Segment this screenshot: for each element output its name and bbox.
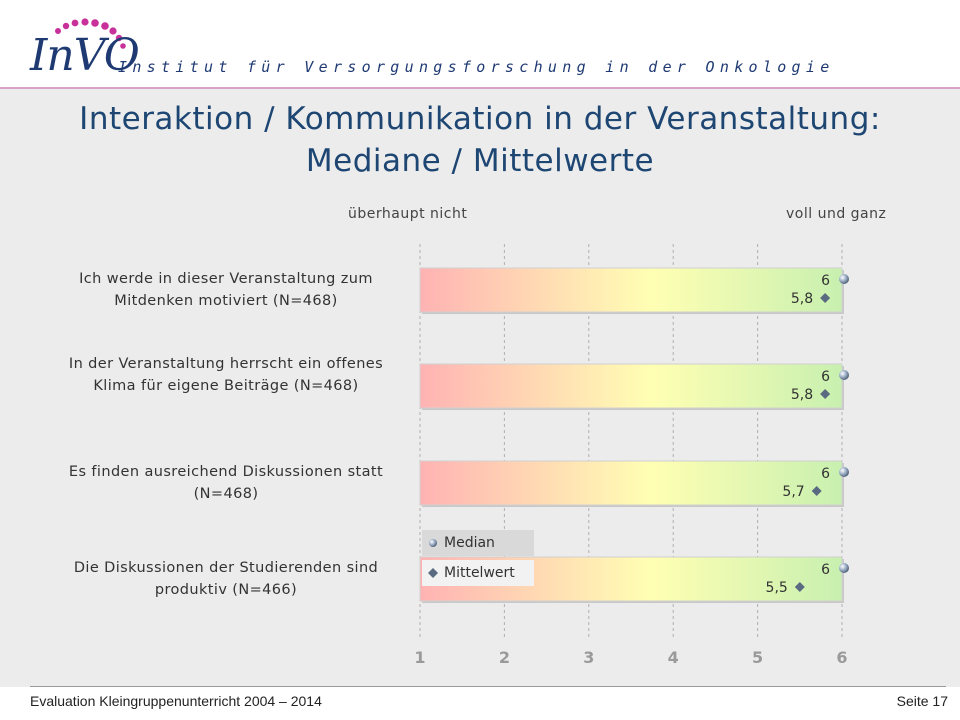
page-number: Seite 17 [896,693,948,709]
logo-dots-icon [55,18,126,49]
scale-label-right: voll und ganz [786,206,887,222]
mean-marker [820,293,831,303]
x-tick-label: 6 [836,648,847,667]
median-label: 6 [821,369,830,385]
bar-row: 65,8 [419,363,849,410]
row-label: Die Diskussionen der Studierenden sind p… [73,560,379,598]
row-label: In der Veranstaltung herrscht ein offene… [68,356,384,394]
bar [419,363,843,409]
scale-label-left: überhaupt nicht [348,206,468,222]
x-axis-ticks: 1 2 3 4 5 6 [414,648,847,667]
mean-marker [794,582,805,592]
median-label: 6 [821,466,830,482]
chart-legend: Median Mittelwert [422,530,534,586]
logo-tagline: Institut für Versorgungsforschung in der… [118,58,835,76]
diamond-marker-icon [428,568,438,578]
legend-label: Mittelwert [444,565,515,581]
median-marker [839,274,849,284]
x-tick-label: 1 [414,648,425,667]
legend-item-mean: Mittelwert [422,560,534,586]
row-label: Ich werde in dieser Veranstaltung zum Mi… [79,271,373,309]
mean-marker [811,486,822,496]
mean-label: 5,8 [791,291,813,307]
median-label: 6 [821,562,830,578]
x-tick-label: 3 [583,648,594,667]
header-divider [0,87,960,89]
median-marker [839,370,849,380]
bar-row: 65,8 [419,267,849,314]
header: InVO Institut für Versorgungsforschung i… [0,0,960,88]
logo: InVO [30,30,140,81]
bar [419,460,843,506]
x-tick-label: 4 [668,648,679,667]
bar-row: 65,7 [419,460,849,507]
legend-label: Median [444,535,495,551]
mean-label: 5,5 [766,580,788,596]
bar [419,267,843,313]
median-label: 6 [821,273,830,289]
mean-label: 5,8 [791,387,813,403]
median-marker [839,563,849,573]
median-marker [839,467,849,477]
footer-divider [30,686,946,687]
row-label: Es finden ausreichend Diskussionen statt… [68,464,384,502]
x-tick-label: 5 [752,648,763,667]
page-title: Interaktion / Kommunikation in der Veran… [79,101,881,179]
mean-marker [820,389,831,399]
mean-label: 5,7 [782,484,804,500]
circle-marker-icon [429,539,437,547]
footer-text: Evaluation Kleingruppenunterricht 2004 –… [30,693,322,709]
x-tick-label: 2 [499,648,510,667]
legend-item-median: Median [422,530,534,556]
